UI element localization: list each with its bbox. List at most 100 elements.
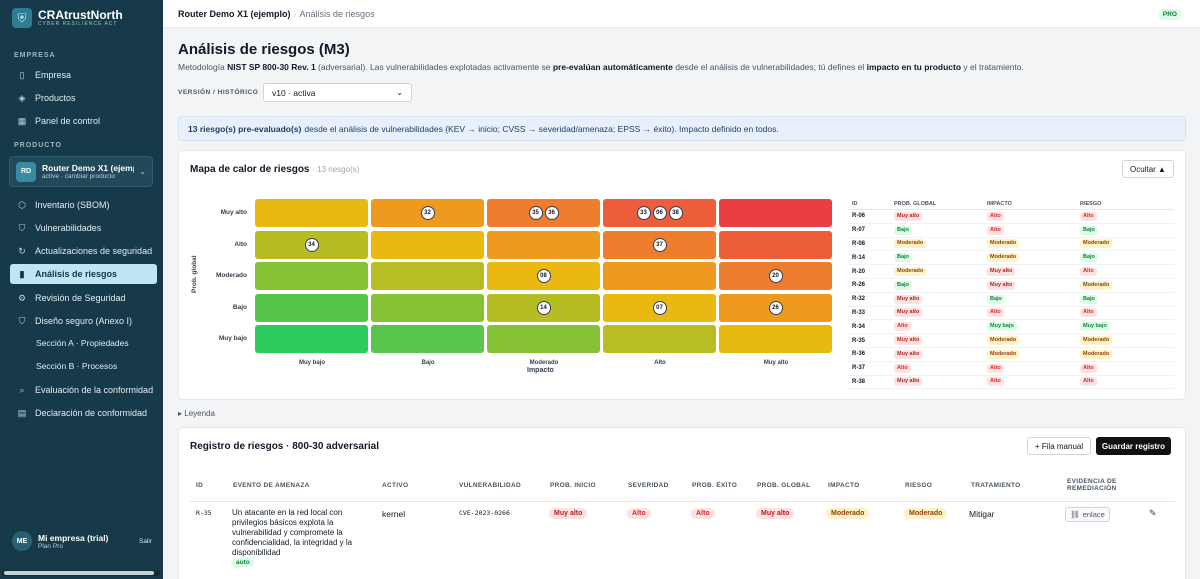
risk-bubble[interactable]: 36 bbox=[544, 206, 559, 220]
level-pill: Alto bbox=[894, 363, 911, 373]
col-prob-inicio: PROB. INICIO bbox=[550, 482, 596, 489]
sidebar-item-vulnerabilidades[interactable]: ⛉ Vulnerabilidades bbox=[10, 218, 157, 238]
risk-bubble[interactable]: 06 bbox=[652, 206, 667, 220]
level-pill: Alto bbox=[987, 211, 1004, 221]
level-pill: Alto bbox=[1080, 377, 1097, 387]
brand-subtitle: CYBER RESILIENCE ACT bbox=[38, 21, 118, 27]
chevron-down-icon: ⌄ bbox=[396, 88, 403, 97]
level-pill: Alto bbox=[1080, 363, 1097, 373]
save-register-button[interactable]: Guardar registro bbox=[1096, 437, 1171, 455]
level-pill: Bajo bbox=[1080, 294, 1098, 304]
heatmap-cell bbox=[255, 293, 368, 322]
sidebar-item-analisis-riesgos[interactable]: ▮ Análisis de riesgos bbox=[10, 264, 157, 284]
risk-bubble[interactable]: 35 bbox=[528, 206, 543, 220]
col-prob-global: PROB. GLOBAL bbox=[757, 482, 811, 489]
risk-bubble[interactable]: 38 bbox=[668, 206, 683, 220]
risk-bubble[interactable]: 34 bbox=[304, 237, 319, 252]
sidebar-item-actualizaciones[interactable]: ↻ Actualizaciones de seguridad bbox=[10, 241, 157, 261]
sidebar-item-empresa[interactable]: ▯ Empresa bbox=[10, 65, 157, 85]
table-row[interactable]: R-26 Bajo Muy alto Moderado bbox=[848, 279, 1174, 293]
chevron-down-icon: ⌄ bbox=[139, 167, 146, 176]
col-label: Alto bbox=[654, 359, 666, 366]
sidebar-item-evaluacion[interactable]: ⌕ Evaluación de la conformidad bbox=[10, 380, 157, 400]
level-pill: Muy alto bbox=[894, 211, 923, 221]
sidebar-item-seccion-a[interactable]: Sección A · Propiedades bbox=[36, 338, 129, 348]
sidebar-item-panel[interactable]: ▦ Panel de control bbox=[17, 115, 101, 127]
sidebar-item-declaracion[interactable]: ▤ Declaración de conformidad bbox=[17, 407, 148, 419]
sidebar-item-seccion-b[interactable]: Sección B · Procesos bbox=[36, 361, 118, 371]
topbar: Router Demo X1 (ejemplo) · Análisis de r… bbox=[163, 0, 1200, 28]
risk-bubble[interactable]: 14 bbox=[536, 300, 551, 315]
add-row-button[interactable]: + Fila manual bbox=[1027, 437, 1091, 455]
risk-bubble[interactable]: 33 bbox=[636, 206, 651, 220]
col-riesgo: RIESGO bbox=[905, 482, 933, 489]
risk-bubble[interactable]: 20 bbox=[768, 269, 783, 283]
table-row[interactable]: R-06 Muy alto Alto Alto bbox=[848, 210, 1174, 224]
breadcrumb-page: Análisis de riesgos bbox=[299, 8, 375, 19]
risk-bubble[interactable]: 26 bbox=[768, 300, 783, 315]
breadcrumb-product[interactable]: Router Demo X1 (ejemplo) bbox=[178, 8, 291, 19]
heatmap-card: Mapa de calor de riesgos · 13 riesgo(s) … bbox=[178, 150, 1186, 400]
heatmap-cell: 20 bbox=[719, 262, 832, 290]
brand[interactable]: ⛨ CRAtrustNorth CYBER RESILIENCE ACT bbox=[0, 0, 163, 36]
evidence-link-button[interactable]: ⛓ enlace bbox=[1065, 507, 1110, 522]
auto-badge: auto bbox=[232, 558, 254, 567]
legend-toggle[interactable]: ▸ Leyenda bbox=[178, 409, 215, 418]
table-row[interactable]: R-33 Muy alto Alto Alto bbox=[848, 307, 1174, 321]
table-row[interactable]: R-32 Muy alto Bajo Bajo bbox=[848, 293, 1174, 307]
col-impacto: IMPACTO bbox=[828, 482, 860, 489]
heatmap-cell bbox=[255, 325, 368, 353]
level-pill: Alto bbox=[894, 322, 911, 332]
table-row[interactable]: R-08 Moderado Moderado Moderado bbox=[848, 238, 1174, 252]
table-row[interactable]: R-35 Muy alto Moderado Moderado bbox=[848, 334, 1174, 348]
heatmap-cell: 33 06 38 bbox=[603, 199, 716, 227]
table-row[interactable]: R-37 Alto Alto Alto bbox=[848, 362, 1174, 376]
risk-bubble[interactable]: 32 bbox=[420, 206, 435, 220]
row-prob-inicio: Muy alto bbox=[549, 508, 588, 519]
level-pill: Bajo bbox=[894, 280, 912, 290]
risk-bubble[interactable]: 08 bbox=[536, 269, 551, 283]
sidebar-item-sbom[interactable]: ⬡ Inventario (SBOM) bbox=[10, 195, 157, 215]
sidebar-item-revision[interactable]: ⚙ Revisión de Seguridad bbox=[17, 292, 126, 304]
level-pill: Muy alto bbox=[987, 267, 1016, 277]
level-pill: Muy alto bbox=[894, 294, 923, 304]
heatmap-cell bbox=[255, 262, 368, 290]
sidebar-item-productos[interactable]: ◈ Productos bbox=[10, 88, 157, 108]
row-label: Bajo bbox=[232, 303, 247, 311]
heatmap-cell bbox=[487, 230, 600, 259]
heatmap-title: Mapa de calor de riesgos · 13 riesgo(s) bbox=[190, 164, 360, 175]
row-vulnerability: CVE-2023-0266 bbox=[459, 509, 510, 517]
heatmap-cell bbox=[255, 199, 368, 227]
user-menu: ME Mi empresa (trial) Plan Pro Salir bbox=[12, 531, 152, 551]
logout-button[interactable]: Salir bbox=[138, 537, 152, 545]
risk-bubble[interactable]: 37 bbox=[652, 237, 667, 252]
table-row[interactable]: R-36 Muy alto Moderado Moderado bbox=[848, 348, 1174, 362]
risk-bubble[interactable]: 07 bbox=[652, 300, 667, 315]
version-select[interactable]: v10 · activa ⌄ bbox=[263, 83, 412, 102]
hide-heatmap-button[interactable]: Ocultar ▲ bbox=[1122, 160, 1174, 178]
heatmap-cell: 34 bbox=[255, 230, 368, 259]
level-pill: Moderado bbox=[1080, 336, 1113, 346]
sidebar-item-diseno[interactable]: ⛉ Diseño seguro (Anexo I) bbox=[10, 311, 157, 331]
table-row[interactable]: R-14 Bajo Moderado Bajo bbox=[848, 251, 1174, 266]
row-tratamiento[interactable]: Mitigar bbox=[969, 509, 995, 519]
product-switcher[interactable]: RD Router Demo X1 (ejemplo) active · cam… bbox=[9, 156, 153, 187]
shield-check-icon: ⛉ bbox=[18, 315, 26, 326]
sidebar-scrollbar-thumb[interactable] bbox=[4, 571, 154, 575]
avatar: ME bbox=[12, 531, 32, 551]
level-pill: Muy alto bbox=[894, 377, 923, 387]
heatmap-cell bbox=[719, 230, 832, 259]
risk-id: R-14 bbox=[852, 254, 866, 261]
product-status: active · cambiar producto bbox=[42, 173, 115, 180]
level-pill: Alto bbox=[987, 377, 1004, 387]
edit-icon[interactable]: ✎ bbox=[1149, 508, 1157, 518]
table-row[interactable]: R-20 Moderado Muy alto Alto bbox=[848, 265, 1174, 279]
heatmap-cell bbox=[371, 325, 484, 353]
risk-summary-table: ID PROB. GLOBAL IMPACTO RIESGO R-06 Muy a… bbox=[848, 199, 1174, 390]
table-row[interactable]: R-34 Alto Muy bajo Muy bajo bbox=[848, 320, 1174, 335]
table-row[interactable]: R-07 Bajo Alto Bajo bbox=[848, 224, 1174, 238]
product-name: Router Demo X1 (ejemplo) bbox=[42, 163, 134, 173]
plan-badge: PRO bbox=[1158, 9, 1181, 20]
level-pill: Moderado bbox=[894, 239, 927, 249]
table-row[interactable]: R-38 Muy alto Alto Alto bbox=[848, 376, 1174, 390]
